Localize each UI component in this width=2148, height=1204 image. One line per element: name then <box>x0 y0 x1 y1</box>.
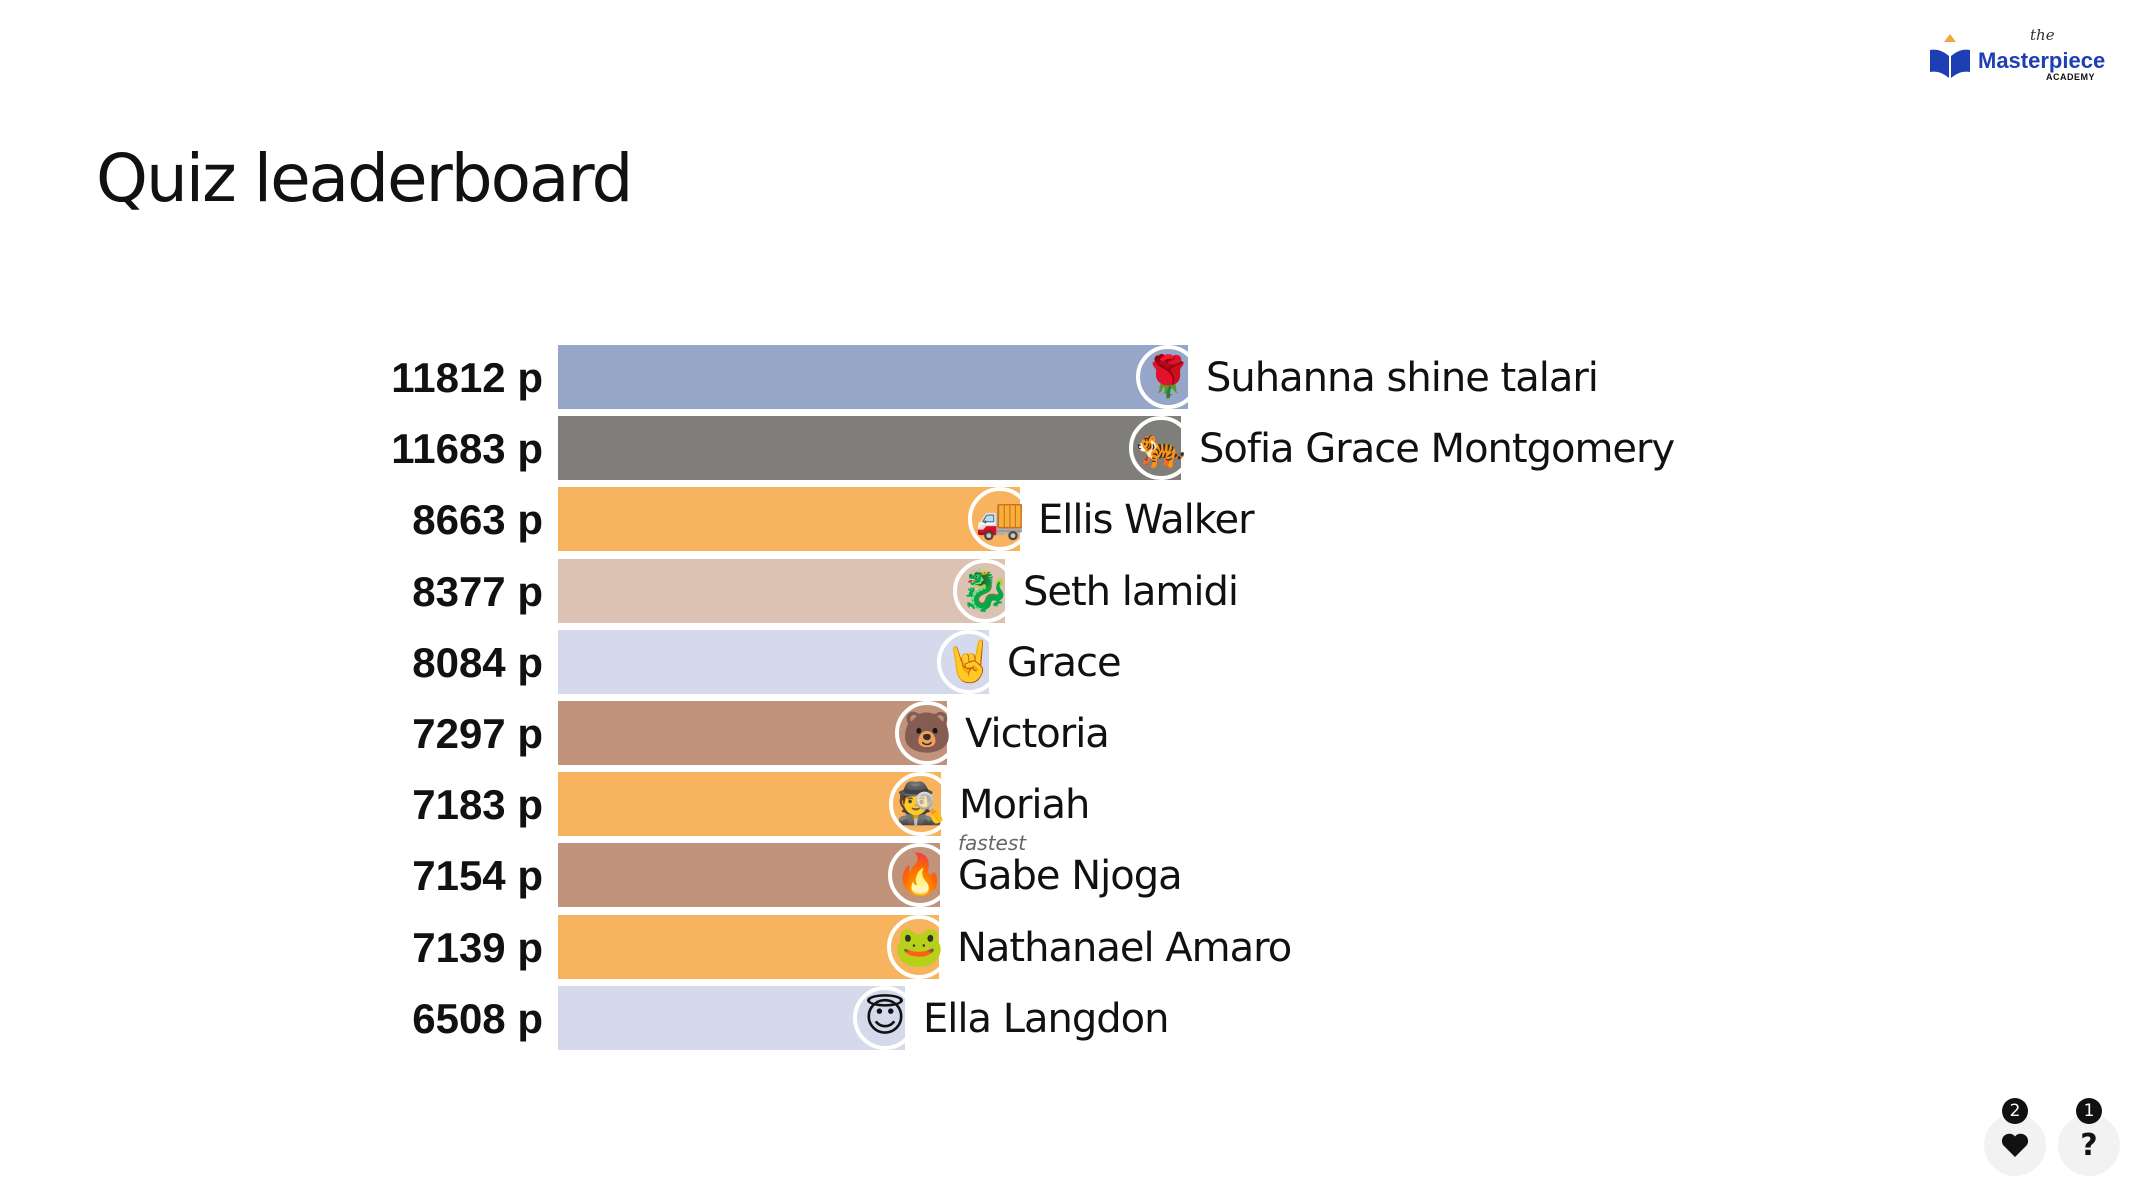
question-button[interactable]: 1 ? <box>2058 1098 2120 1176</box>
masterpiece-logo: the Masterpiece ACADEMY <box>1928 26 2128 88</box>
player-name: Seth lamidi <box>1023 568 1239 615</box>
score-bar <box>558 843 940 908</box>
player-score: 7154 p <box>412 852 543 900</box>
leaderboard-row: 11812 p 🌹 Suhanna shine talari <box>0 345 2148 411</box>
player-name: Moriah <box>959 782 1090 829</box>
leaderboard-row: 8084 p 🤘 Grace <box>0 629 2148 696</box>
tiger-icon: 🐅 <box>1129 416 1193 481</box>
leaderboard-row: 7139 p 🐸 Nathanael Amaro <box>0 914 2148 981</box>
player-score: 8377 p <box>412 567 543 615</box>
player-name: Victoria <box>965 711 1110 757</box>
like-count-badge: 2 <box>2002 1098 2028 1124</box>
leaderboard-row: 6508 p 😇 Ella Langdon <box>0 985 2148 1052</box>
player-score: 11812 p <box>391 354 543 401</box>
leaderboard-row: 8663 p 🚚 Ellis Walker <box>0 487 2148 553</box>
leaderboard-row: 7154 p 🔥 Gabe Njoga fastest <box>0 831 2148 909</box>
player-score: 11683 p <box>391 425 543 473</box>
player-name: Nathanael Amaro <box>957 924 1292 971</box>
player-score: 7139 p <box>412 923 543 971</box>
logo-the-text: the <box>2030 26 2055 44</box>
score-bar <box>558 487 1020 552</box>
score-bar <box>558 701 947 765</box>
dragon-icon: 🐉 <box>953 558 1017 623</box>
fastest-badge: fastest <box>958 831 1027 856</box>
page-title: Quiz leaderboard <box>96 140 633 217</box>
player-score: 6508 p <box>412 994 543 1042</box>
player-name: Ella Langdon <box>923 995 1169 1042</box>
leaderboard-row: 8377 p 🐉 Seth lamidi <box>0 558 2148 625</box>
leaderboard-row: 11683 p 🐅 Sofia Grace Montgomery <box>0 416 2148 482</box>
spy-icon: 🕵️ <box>889 772 953 837</box>
frog-icon: 🐸 <box>887 914 951 979</box>
rose-icon: 🌹 <box>1136 345 1200 409</box>
like-button[interactable]: 2 <box>1984 1098 2046 1176</box>
score-bar <box>558 629 989 694</box>
player-name: Suhanna shine talari <box>1206 355 1599 401</box>
player-name: Ellis Walker <box>1038 497 1255 544</box>
score-bar <box>558 558 1005 623</box>
score-bar <box>558 345 1188 409</box>
player-name: Grace <box>1007 639 1122 686</box>
score-bar <box>558 416 1181 481</box>
player-name: Gabe Njoga <box>958 853 1183 900</box>
player-score: 8663 p <box>412 496 543 544</box>
rock-hand-icon: 🤘 <box>937 629 1001 694</box>
fire-icon: 🔥 <box>888 843 952 908</box>
player-score: 7297 p <box>412 710 543 757</box>
logo-sub-text: ACADEMY <box>2046 72 2096 82</box>
score-bar <box>558 985 905 1050</box>
leaderboard-row: 7297 p 🐻 Victoria <box>0 701 2148 767</box>
logo-name-text: Masterpiece <box>1978 48 2106 73</box>
player-score: 8084 p <box>412 638 543 686</box>
score-bar <box>558 772 941 837</box>
book-logo-icon <box>1930 34 1970 78</box>
player-score: 7183 p <box>412 781 543 829</box>
bear-icon: 🐻 <box>895 701 959 765</box>
leaderboard-row: 7183 p 🕵️ Moriah <box>0 772 2148 838</box>
truck-icon: 🚚 <box>968 487 1032 552</box>
player-name: Sofia Grace Montgomery <box>1199 426 1675 473</box>
question-icon: ? <box>2080 1127 2098 1163</box>
heart-icon <box>2001 1133 2029 1157</box>
score-bar <box>558 914 939 979</box>
angel-icon: 😇 <box>853 985 917 1050</box>
question-count-badge: 1 <box>2076 1098 2102 1124</box>
